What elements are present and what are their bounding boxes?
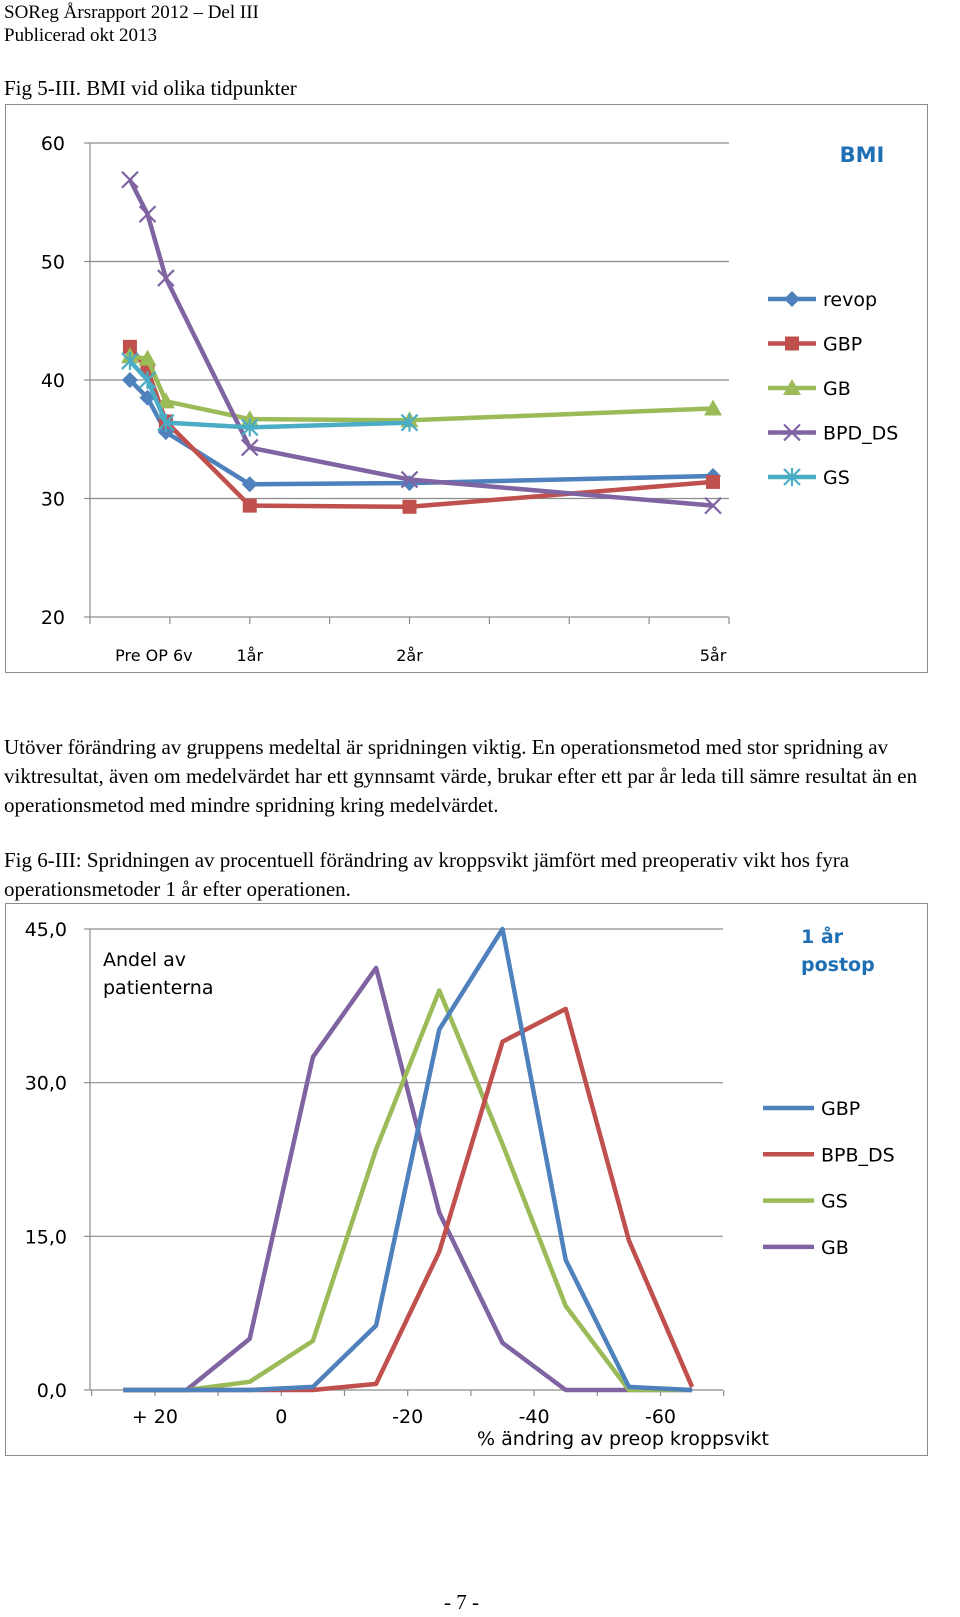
data-point [706,474,721,489]
publication-date: Publicerad okt 2013 [4,25,158,46]
data-point [240,418,259,437]
legend-item: GBP [763,1098,860,1120]
series-gb [120,347,723,428]
x-tick-label: 1år [236,646,263,665]
data-point [122,339,137,354]
legend-marker [784,291,800,307]
y-tick-label: 60 [41,133,65,155]
y-axis-label: patienterna [103,977,213,999]
data-point [138,371,157,389]
x-tick-label: Pre OP 6v [115,646,193,665]
legend-item: GBP [768,334,862,356]
series-line [127,178,714,508]
y-axis-label: Andel av [103,949,186,971]
fig6-caption: Fig 6-III: Spridningen av procentuell fö… [4,848,850,901]
series-line [128,378,714,487]
series-gs [121,352,419,437]
data-point [400,413,419,432]
legend-item: BPB_DS [763,1144,895,1166]
legend-label: revop [823,289,877,311]
data-point [241,476,258,493]
x-axis-label: % ändring av preop kroppsvikt [477,1428,769,1450]
y-tick-label: 15,0 [25,1226,67,1248]
fig5-caption: Fig 5-III. BMI vid olika tidpunkter [4,76,297,100]
x-tick-label: 2år [396,646,423,665]
series-bpd-ds [121,170,722,515]
y-tick-label: 45,0 [25,919,67,941]
data-point [138,205,157,223]
fig6-chart-frame: 45,0 30,0 15,0 0,0 + 20 0 -20 -40 -60% ändring a… [5,903,928,1456]
x-tick-label: 0 [275,1406,287,1428]
data-point [157,413,175,432]
data-point [156,392,175,409]
legend-marker [783,379,801,395]
legend-marker [785,336,799,351]
data-point [704,399,723,416]
legend-item: GS [763,1191,848,1213]
legend-item: BPD_DS [768,423,898,445]
y-tick-label: 40 [41,370,65,392]
fig5-bmi-chart: 60 50 40 30 20 Pre OP 6v 1år 2år 5år BMI revop GBP G… [41,133,899,665]
series-line-gbp [123,926,693,1393]
data-point [400,470,419,489]
data-point [240,438,259,457]
y-tick-label: 0,0 [37,1380,67,1402]
data-point [138,349,157,366]
legend-item: GB [763,1237,849,1259]
series-line-gs [123,988,693,1393]
report-title: SOReg Årsrapport 2012 – Del III [4,2,259,23]
series-line [129,354,714,423]
body-paragraph: Utöver förändring av gruppens medeltal ä… [4,735,918,817]
x-tick-label: + 20 [132,1406,178,1428]
data-point [121,170,139,189]
page-number: - 7 - [444,1590,479,1614]
legend-item: revop [768,289,877,311]
y-tick-label: 30 [41,489,65,511]
legend-label: GS [821,1191,848,1213]
legend-label: GS [823,467,850,489]
series-revop [121,372,722,493]
legend-marker [783,468,801,486]
x-tick-label: -20 [392,1406,423,1428]
legend-label: BPB_DS [821,1144,895,1166]
series-line-gb [123,965,693,1393]
chart-title: postop [801,954,875,976]
legend-label: GBP [821,1098,860,1120]
x-tick-label: 5år [700,646,727,665]
y-tick-label: 30,0 [25,1073,67,1095]
legend-marker [783,423,801,442]
chart-title: 1 år [801,924,844,948]
legend-item: GS [768,467,850,489]
data-point [704,496,722,515]
data-point [157,269,175,287]
y-tick-label: 20 [41,607,65,629]
data-point [402,499,417,514]
chart-title: BMI [840,143,885,167]
legend-label: GB [821,1237,849,1259]
data-point [121,372,138,388]
legend-item: GB [768,378,851,400]
legend-label: GBP [823,334,862,356]
x-tick-label: -40 [519,1406,550,1428]
x-tick-label: -60 [645,1406,676,1428]
y-tick-label: 50 [41,252,65,274]
data-point [242,498,257,513]
legend-label: BPD_DS [823,423,898,445]
data-point [121,352,139,371]
fig6-weight-change-chart: 45,0 30,0 15,0 0,0 + 20 0 -20 -40 -60% ändring a… [25,919,895,1450]
fig5-chart-frame: 60 50 40 30 20 Pre OP 6v 1år 2år 5år BMI revop GBP G… [5,104,928,673]
legend-label: GB [823,378,851,400]
